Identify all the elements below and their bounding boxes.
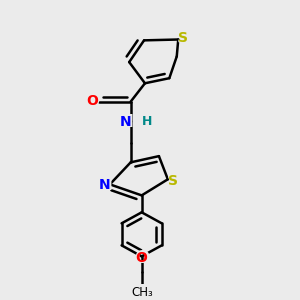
Text: H: H [140,113,154,131]
Text: S: S [177,29,190,47]
Text: N: N [99,178,110,192]
Text: S: S [168,174,178,188]
Text: O: O [86,94,98,108]
Text: O: O [84,92,100,110]
Text: N: N [120,115,131,129]
Text: S: S [167,172,180,190]
Text: N: N [97,176,112,194]
Text: H: H [142,116,152,128]
Text: S: S [178,32,188,45]
Text: O: O [136,250,148,265]
Text: N: N [118,113,133,131]
Text: CH₃: CH₃ [132,286,153,299]
Text: O: O [134,248,149,266]
